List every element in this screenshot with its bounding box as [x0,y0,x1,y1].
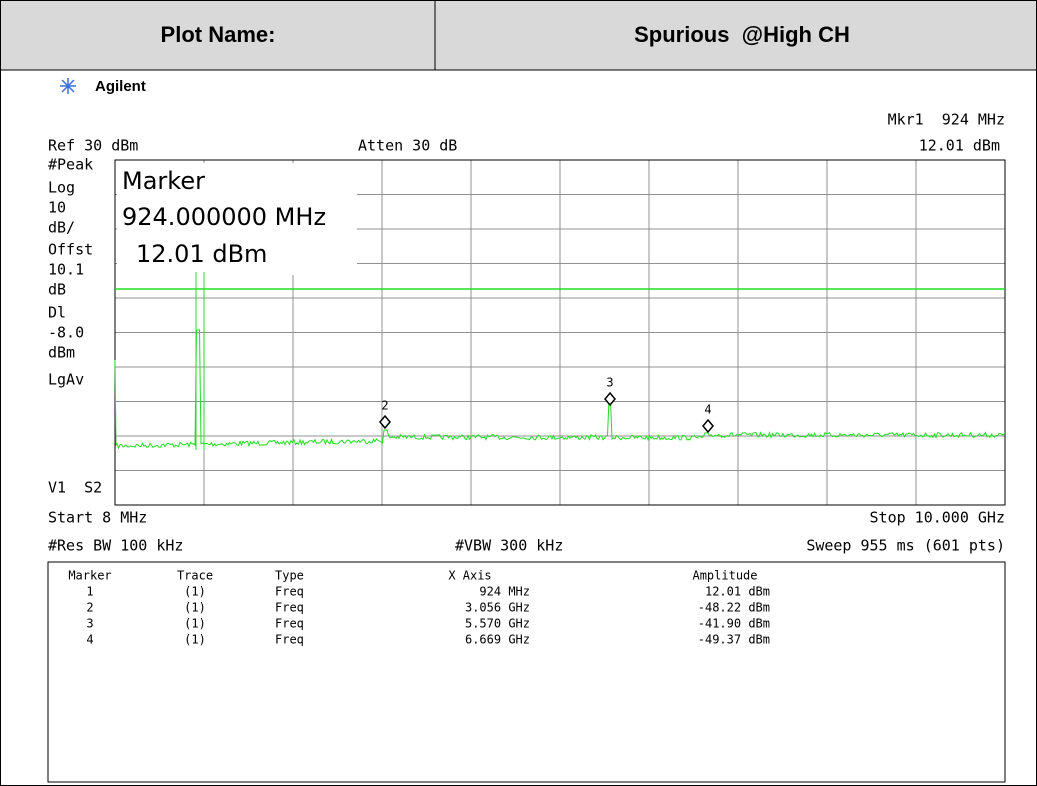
table-cell: (1) [184,617,206,631]
table-cell: (1) [184,585,206,599]
marker-box-amplitude: 12.01 dBm [136,240,267,268]
table-header: Type [275,569,304,583]
table-cell: Freq [275,617,304,631]
plot-markers: 2 3 4 [379,376,714,434]
marker-box-frequency: 924.000000 MHz [122,203,326,231]
side-label: dB/ [48,219,75,237]
table-cell: (1) [184,633,206,647]
table-cell: 12.01 dBm [705,585,770,599]
marker-box-title: Marker [122,167,205,195]
start-freq: Start 8 MHz [48,509,147,527]
ref-level: Ref 30 dBm [48,137,138,155]
plot-frame [114,159,1006,506]
brand: Agilent [95,78,146,95]
marker-number: 3 [606,376,613,390]
table-cell: 4 [86,633,93,647]
table-cell: 3.056 GHz [465,601,530,615]
table-header: Marker [68,569,111,583]
side-label: -8.0 [48,324,84,342]
marker-table-frame [47,561,1006,783]
side-label: Dl [48,304,66,322]
table-cell: Freq [275,601,304,615]
table-cell: 1 [86,585,93,599]
table-cell: 924 MHz [479,585,530,599]
vbw: #VBW 300 kHz [455,537,563,555]
table-cell: -49.37 dBm [698,633,770,647]
table-header: Trace [177,569,213,583]
marker-readout: Mkr1 924 MHz [888,111,1005,129]
side-label: #Peak [48,156,93,174]
table-cell: -41.90 dBm [698,617,770,631]
side-label: Offst [48,241,93,259]
header-value: Spurious @High CH [634,22,850,47]
table-cell: 3 [86,617,93,631]
table-cell: -48.22 dBm [698,601,770,615]
marker-amplitude: 12.01 dBm [919,137,1000,155]
table-cell: Freq [275,633,304,647]
attenuation: Atten 30 dB [358,137,457,155]
res-bw: #Res BW 100 kHz [48,537,183,555]
side-label: 10.1 [48,261,84,279]
side-label: LgAv [48,371,84,389]
marker-diamond [604,391,616,407]
side-label: dBm [48,344,75,362]
marker-number: 2 [381,399,388,413]
header-bg [0,0,1037,70]
table-header: X Axis [448,569,491,583]
marker-number: 4 [704,403,711,417]
marker-box-bg [117,163,357,275]
side-label: dB [48,281,66,299]
sweep: Sweep 955 ms (601 pts) [806,537,1005,555]
header-label: Plot Name: [161,22,276,47]
trace [114,329,1006,450]
side-label: V1 S2 [48,479,102,497]
side-label: 10 [48,199,66,217]
side-label: Log [48,179,75,197]
marker-diamond [702,418,714,434]
marker-diamond [379,414,391,430]
table-cell: Freq [275,585,304,599]
table-header: Amplitude [692,569,757,583]
left-labels: #Peak Log 10 dB/Offst 10.1 dB Dl -8.0 dBm LgAv V1 … [48,156,102,497]
marker-table: Marker Trace Type X Axis Amplitude 1 (1) Freq 92… [68,569,770,647]
table-cell: (1) [184,601,206,615]
table-cell: 6.669 GHz [465,633,530,647]
table-cell: 5.570 GHz [465,617,530,631]
table-cell: 2 [86,601,93,615]
agilent-logo [60,78,76,94]
stop-freq: Stop 10.000 GHz [870,509,1005,527]
